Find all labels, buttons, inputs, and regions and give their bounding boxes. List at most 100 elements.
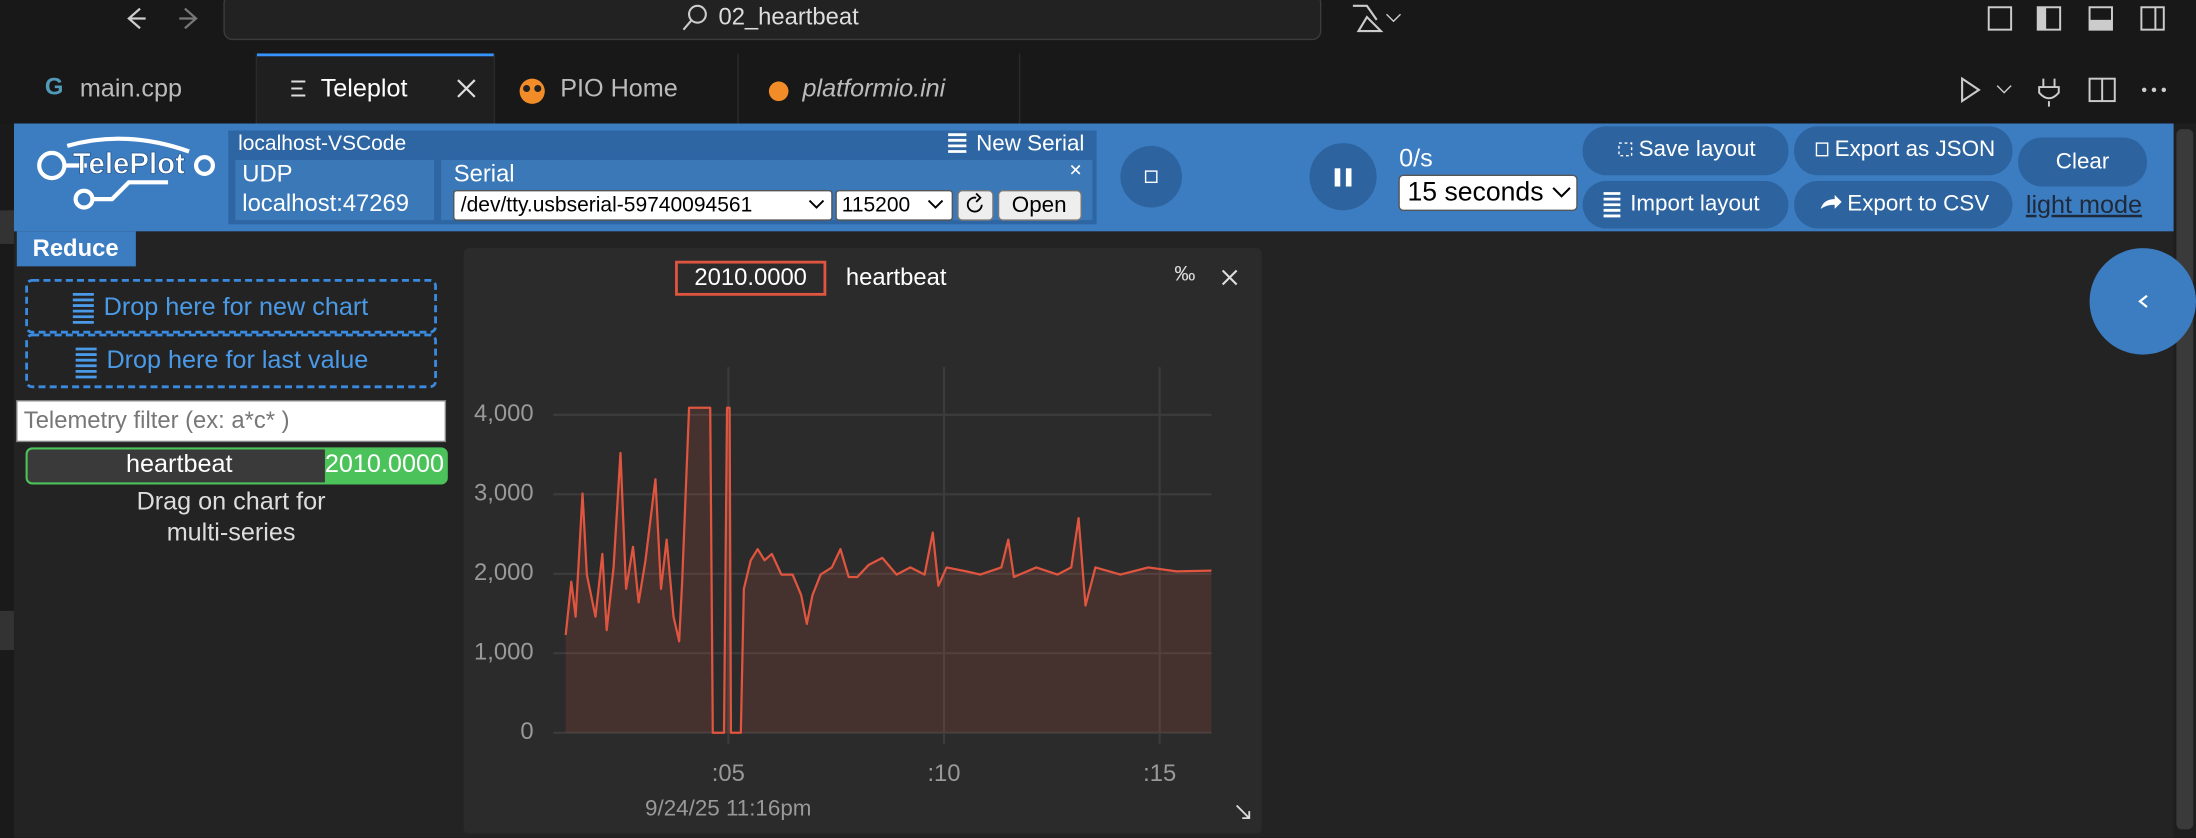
gutter-mark: [0, 610, 15, 651]
x-tick-label: :05: [712, 760, 745, 787]
drop-last-label: Drop here for last value: [106, 346, 368, 374]
search-text: 02_heartbeat: [718, 4, 859, 31]
search-icon: [688, 4, 707, 24]
layout-icon: [2140, 6, 2165, 31]
more-icon: [2151, 87, 2157, 93]
drop-icon: [72, 292, 94, 324]
connection-name: localhost-VSCode: [238, 132, 406, 155]
layout-icon: [2089, 19, 2112, 30]
stop-icon: [1144, 170, 1158, 184]
telemetry-value: 2010.0000: [325, 450, 444, 478]
reduce-label: Reduce: [33, 235, 119, 262]
chart-title: heartbeat: [846, 264, 947, 291]
close-serial-icon[interactable]: [1070, 164, 1081, 175]
save-layout-button[interactable]: [1582, 126, 1789, 176]
chevron: [1996, 85, 2012, 94]
filter-input[interactable]: [16, 400, 447, 443]
hint: multi-series: [167, 518, 296, 546]
pio-icon: [519, 78, 545, 104]
filter-placeholder: Telemetry filter (ex: a*c* ): [24, 407, 290, 434]
import-layout-button[interactable]: [1582, 180, 1789, 229]
tab-label[interactable]: Teleplot: [321, 75, 408, 103]
telemetry-item[interactable]: heartbeat 2010.0000: [26, 448, 451, 484]
export-csv-label: Export to CSV: [1847, 191, 1989, 216]
chevron: [927, 199, 944, 209]
x-date: 9/24/25 11:16pm: [645, 796, 811, 821]
rate: 0/s: [1399, 145, 1433, 173]
export-json-button[interactable]: [1794, 126, 2013, 176]
plug-icon: [2038, 78, 2060, 107]
tab-label[interactable]: main.cpp: [80, 75, 182, 103]
x-tick-label: :10: [927, 760, 960, 787]
chevron: [1386, 13, 1402, 23]
layout-icon: [1987, 6, 2013, 31]
y-tick-label: 3,000: [474, 480, 534, 507]
active-tab-indicator: [256, 53, 495, 57]
save-icon: [1618, 142, 1633, 157]
refresh-button[interactable]: [957, 190, 994, 221]
refresh-icon: [966, 192, 983, 213]
udp-label: UDP: [242, 161, 292, 188]
search-box[interactable]: [223, 0, 1322, 41]
preview-icon: [291, 80, 306, 97]
gutter-mark: [0, 210, 15, 244]
run-icon[interactable]: [1961, 76, 1981, 104]
telemetry-value-bg: [324, 448, 447, 484]
hint: Drag on chart for: [137, 488, 326, 516]
plot: 0 1,000 2,000 3,000 4,000:05:10:15: [474, 367, 1212, 787]
pio-icon: [523, 84, 531, 92]
pio-icon: [768, 81, 789, 102]
series-line: [564, 406, 1212, 734]
close-tab-icon[interactable]: [457, 79, 476, 98]
forward-icon: [179, 7, 198, 30]
telemetry-border: [25, 447, 448, 485]
port-select[interactable]: [453, 190, 833, 221]
y-tick-label: 2,000: [474, 559, 534, 586]
light-mode-link[interactable]: light mode: [2026, 191, 2142, 219]
logo-shape: [193, 155, 215, 177]
window-value: 15 seconds: [1408, 177, 1544, 207]
serial-label: Serial: [454, 161, 515, 188]
baud-value: 115200: [842, 194, 911, 217]
clear-label: Clear: [2056, 149, 2110, 174]
drop-zone: [25, 278, 437, 334]
export-csv-button[interactable]: [1794, 180, 2013, 229]
resize-icon: [1236, 804, 1251, 820]
side-panel-toggle[interactable]: [2089, 248, 2196, 355]
logo-text: TelePlot: [73, 147, 185, 180]
json-icon: [1815, 142, 1829, 157]
chevron: [1552, 187, 1571, 198]
reduce-tab[interactable]: [16, 231, 136, 267]
port-value: /dev/tty.usbserial-59740094561: [461, 194, 752, 217]
per-mille-icon[interactable]: ‰: [1174, 262, 1195, 285]
clear-button[interactable]: [2018, 137, 2147, 187]
pause-button[interactable]: [1309, 143, 1377, 211]
open-button[interactable]: [997, 190, 1082, 221]
toggle-icon: [2138, 294, 2148, 308]
stop-button[interactable]: [1120, 145, 1183, 208]
logo-shape: [64, 136, 190, 202]
export-icon: [1820, 194, 1842, 209]
tab-label[interactable]: PIO Home: [560, 75, 678, 103]
udp-box: [235, 159, 435, 221]
window-select[interactable]: [1398, 174, 1578, 212]
last-value-box: [675, 260, 827, 296]
tab-label[interactable]: platformio.ini: [801, 75, 946, 103]
serial-icon: [948, 133, 967, 153]
save-layout-label: Save layout: [1639, 136, 1757, 161]
close-chart-icon[interactable]: [1221, 269, 1238, 286]
x-tick-label: :15: [1143, 760, 1176, 787]
drop-zone: [25, 333, 437, 389]
last-value: 2010.0000: [694, 264, 807, 291]
scrollbar-thumb: [2176, 129, 2194, 830]
cpp-icon: G: [45, 74, 64, 101]
layout-icon: [2037, 7, 2047, 30]
pio-icon: [534, 84, 542, 92]
import-layout-label: Import layout: [1630, 191, 1760, 216]
udp-address: localhost:47269: [242, 190, 409, 217]
back-icon[interactable]: [127, 7, 146, 30]
new-serial-button[interactable]: New Serial: [976, 130, 1084, 155]
baud-select[interactable]: [835, 190, 954, 221]
